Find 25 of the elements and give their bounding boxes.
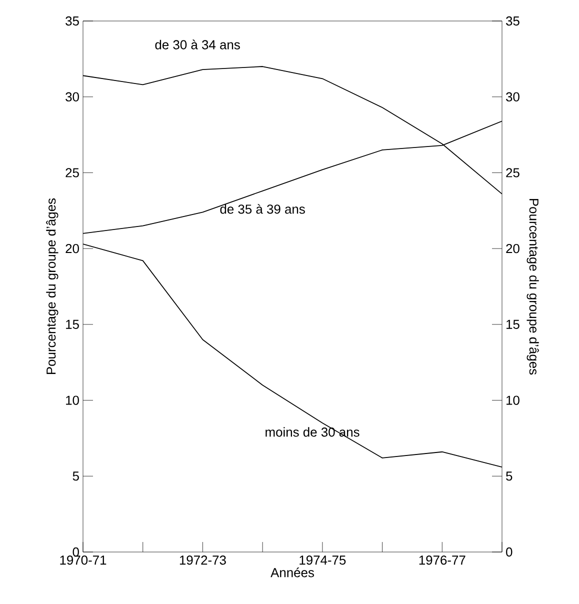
y2-tick-label: 20 <box>506 244 520 254</box>
x-tick-label: 1972-73 <box>180 556 226 565</box>
series-label: moins de 30 ans <box>266 427 360 437</box>
series-label: de 35 à 39 ans <box>220 204 305 214</box>
x-tick-label: 1976-77 <box>419 556 466 565</box>
y-axis-title: Pourcentage du groupe d’âges <box>46 198 58 374</box>
y2-tick-label: 10 <box>506 396 520 405</box>
y2-tick-label: 25 <box>506 168 520 178</box>
y2-tick-label: 0 <box>506 547 512 557</box>
y-tick-label: 25 <box>66 168 79 178</box>
y2-tick-label: 5 <box>506 472 512 481</box>
x-axis-title: Années <box>270 568 314 578</box>
y2-tick-label: 30 <box>506 92 520 102</box>
y-tick-label: 35 <box>66 16 79 26</box>
y-tick-label: 5 <box>72 472 79 481</box>
y2-tick-label: 15 <box>506 320 520 329</box>
series-label: de 30 à 34 ans <box>155 40 240 50</box>
y-tick-label: 30 <box>66 92 79 102</box>
x-tick-label: 1970-71 <box>60 556 106 565</box>
y2-axis-title: Pourcentage du groupe d’âges <box>526 198 539 375</box>
x-tick-label: 1974-75 <box>300 556 346 565</box>
y2-tick-label: 35 <box>506 16 520 26</box>
y-tick-label: 15 <box>66 320 79 329</box>
y-tick-label: 10 <box>66 396 79 405</box>
y-tick-label: 20 <box>66 244 79 254</box>
